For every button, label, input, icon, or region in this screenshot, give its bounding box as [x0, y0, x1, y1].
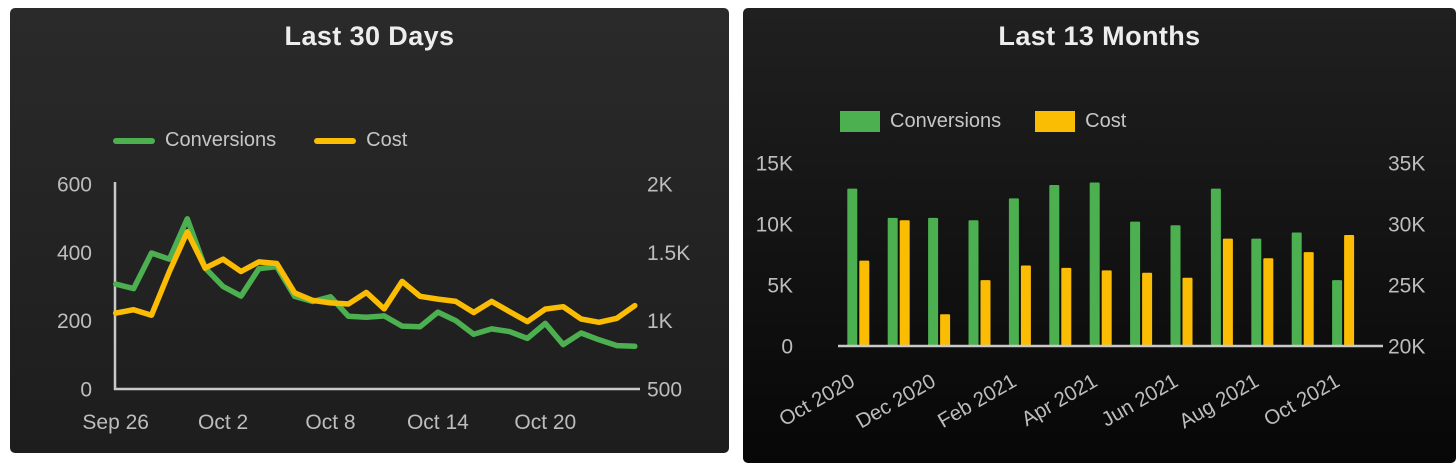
conversions-bar: [1130, 221, 1141, 346]
conversions-bar: [1049, 185, 1060, 346]
conversions-bar: [1008, 198, 1019, 346]
y-left-tick: 200: [57, 310, 92, 333]
line-chart-plot[interactable]: 600 400 200 0 2K 1.5K 1K 500 Sep 26 Oct 2 Oct 8 Oct…: [10, 8, 729, 453]
bar-chart-panel: Last 13 Months Conversions Cost 15K 10K 5K…: [743, 8, 1456, 463]
x-tick: Oct 14: [407, 411, 469, 434]
x-tick: Aug 2021: [1175, 369, 1263, 433]
legend-item-conversions[interactable]: Conversions: [113, 129, 276, 152]
legend-item-cost[interactable]: Cost: [1035, 110, 1126, 133]
cost-bar: [980, 280, 991, 346]
bar-chart-legend: Conversions Cost: [840, 110, 1126, 133]
x-tick: Oct 2020: [775, 369, 859, 431]
conversions-bar-series: [847, 182, 1343, 346]
x-tick: Jun 2021: [1097, 369, 1182, 431]
y-left-tick: 0: [781, 336, 793, 359]
cost-bar: [1061, 267, 1072, 346]
y-right-tick: 1K: [647, 310, 673, 333]
cost-bar: [1020, 265, 1031, 346]
line-chart-title: Last 30 Days: [284, 21, 455, 51]
cost-bar: [1222, 238, 1233, 346]
y-right-tick: 35K: [1388, 153, 1425, 176]
y-right-tick: 20K: [1388, 336, 1425, 359]
x-tick: Oct 8: [305, 411, 355, 434]
cost-bar-series: [859, 220, 1355, 346]
conversions-line-series: [112, 216, 638, 350]
x-tick: Dec 2020: [852, 369, 940, 433]
conversions-line-swatch: [113, 137, 155, 144]
y-right-tick: 2K: [647, 174, 673, 197]
cost-line-swatch: [314, 137, 357, 144]
conversions-bar: [847, 188, 858, 346]
line-chart-panel: Last 30 Days Conversions Cost 600 400 200 0…: [10, 8, 729, 453]
y-left-tick: 5K: [767, 275, 793, 298]
x-tick: Feb 2021: [934, 369, 1021, 432]
legend-item-conversions[interactable]: Conversions: [840, 110, 1001, 133]
conversions-bar: [1170, 225, 1181, 346]
y-left-tick: 600: [57, 174, 92, 197]
y-right-tick: 1.5K: [647, 242, 690, 265]
cost-bar: [1101, 270, 1112, 346]
conversions-bar: [928, 217, 939, 346]
cost-bar: [1142, 272, 1153, 346]
conversions-bar-swatch: [840, 111, 880, 132]
y-left-tick: 10K: [756, 214, 793, 237]
cost-line-series: [112, 229, 638, 326]
cost-legend-label: Cost: [1085, 110, 1127, 132]
cost-legend-label: Cost: [366, 129, 408, 151]
conversions-bar: [1291, 232, 1302, 346]
y-left-tick: 0: [80, 379, 92, 402]
cost-bar: [1344, 235, 1355, 346]
cost-bar: [1182, 277, 1193, 346]
conversions-bar: [887, 217, 898, 346]
x-tick: Sep 26: [82, 411, 149, 434]
cost-bar: [1303, 252, 1314, 346]
bar-chart-title: Last 13 Months: [998, 21, 1201, 51]
cost-bar: [1263, 258, 1274, 346]
cost-bar: [899, 220, 910, 346]
conversions-legend-label: Conversions: [890, 110, 1002, 132]
conversions-bar: [1089, 182, 1100, 346]
cost-bar: [940, 314, 951, 346]
x-tick: Oct 2021: [1260, 369, 1344, 431]
conversions-bar: [968, 220, 979, 346]
legend-item-cost[interactable]: Cost: [314, 129, 407, 152]
conversions-bar: [1251, 238, 1262, 346]
y-left-tick: 400: [57, 242, 92, 265]
conversions-legend-label: Conversions: [165, 129, 277, 151]
line-chart-legend: Conversions Cost: [113, 129, 407, 152]
x-tick: Oct 2: [198, 411, 248, 434]
x-tick: Oct 20: [514, 411, 576, 434]
y-right-tick: 25K: [1388, 275, 1425, 298]
y-left-tick: 15K: [756, 153, 793, 176]
y-right-tick: 500: [647, 379, 682, 402]
conversions-bar: [1332, 280, 1343, 346]
cost-bar: [859, 260, 870, 346]
cost-bar-swatch: [1035, 111, 1076, 132]
y-right-tick: 30K: [1388, 214, 1425, 237]
conversions-bar: [1210, 188, 1221, 346]
x-tick: Apr 2021: [1018, 369, 1102, 431]
